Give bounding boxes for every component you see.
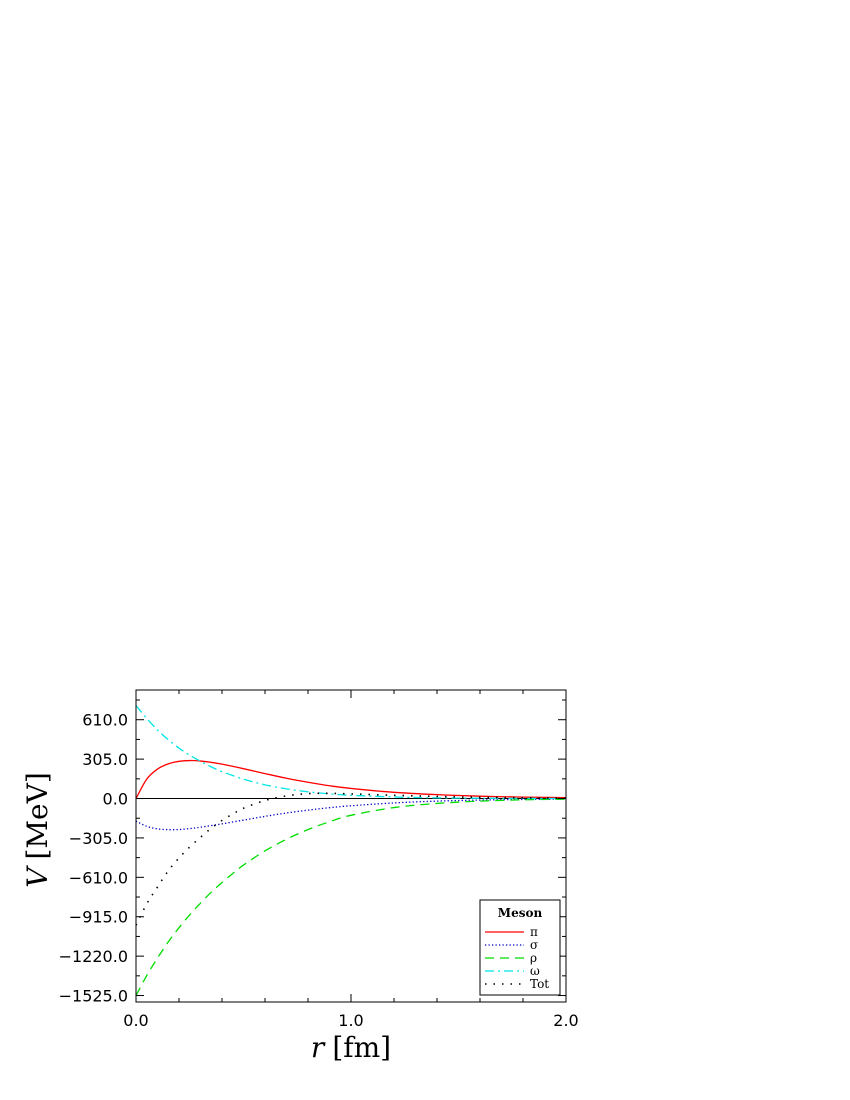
- series-line-1: [135, 798, 567, 831]
- y-axis-unit: [MeV]: [21, 772, 54, 859]
- x-tick-label: 2.0: [553, 1011, 578, 1030]
- y-axis-variable: V: [21, 865, 54, 888]
- legend-title: Meson: [498, 906, 543, 920]
- series-line-0: [135, 759, 567, 799]
- y-tick-label: −305.0: [69, 829, 128, 848]
- series-line-3: [135, 705, 567, 800]
- y-tick-label: −1220.0: [59, 947, 128, 966]
- y-tick-label: 0.0: [103, 790, 128, 809]
- y-tick-label: −915.0: [69, 908, 128, 927]
- legend-label-4: Tot: [530, 977, 549, 991]
- y-tick-label: 305.0: [82, 750, 128, 769]
- x-axis-title: r [fm]: [311, 1031, 391, 1064]
- legend-label-1: σ: [530, 938, 538, 952]
- legend-label-3: ω: [530, 964, 540, 978]
- y-tick-label: −610.0: [69, 868, 128, 887]
- x-axis-variable: r: [311, 1031, 326, 1064]
- y-tick-label: −1525.0: [59, 987, 128, 1006]
- series-line-2: [135, 798, 567, 996]
- series-line-4: [135, 792, 567, 926]
- y-axis-title: V [MeV]: [21, 772, 54, 888]
- y-tick-label: 610.0: [82, 711, 128, 730]
- x-tick-label: 1.0: [338, 1011, 363, 1030]
- plot-area: [135, 705, 567, 996]
- legend-box: [479, 899, 561, 996]
- legend-label-2: ρ: [530, 951, 537, 965]
- x-axis-unit: [fm]: [332, 1031, 391, 1064]
- legend-label-0: π: [530, 925, 538, 939]
- axes: 0.0 1.0 2.0 610.0 305.0 0.0 −305.0 −610.0 −915.0…: [59, 689, 579, 1030]
- x-tick-label: 0.0: [123, 1011, 148, 1030]
